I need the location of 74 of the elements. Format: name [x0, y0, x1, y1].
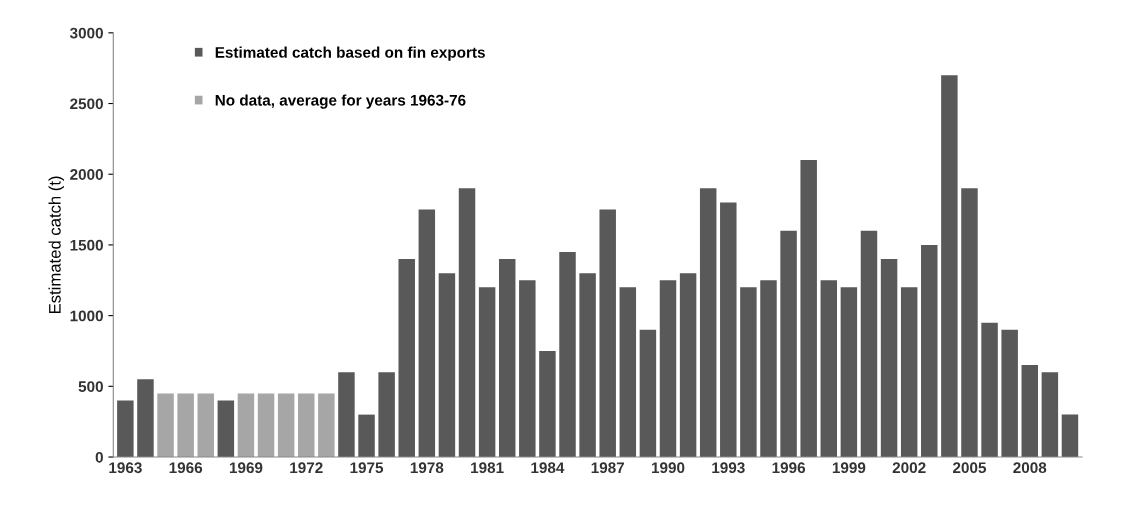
bar: [478, 287, 496, 458]
bar: [318, 393, 335, 458]
bar: [338, 372, 355, 458]
y-axis-title: Estimated catch (t): [48, 176, 65, 314]
x-tick-label: 1981: [471, 462, 504, 474]
bar: [137, 379, 154, 458]
x-tick-label: 1966: [169, 462, 203, 474]
bar: [217, 400, 235, 458]
bar: [941, 75, 958, 458]
x-tick-label: 1990: [651, 462, 685, 474]
x-tick-label: 1999: [832, 462, 866, 474]
bar: [237, 393, 255, 458]
bar: [900, 287, 918, 458]
bar: [921, 244, 938, 458]
x-tick-label: 1978: [410, 462, 444, 474]
x-tick-label: 2005: [953, 462, 987, 474]
x-tick-label: 1987: [591, 462, 625, 474]
legend-label: Estimated catch based on fin exports: [215, 46, 485, 61]
bar: [840, 287, 858, 458]
bar: [659, 280, 677, 458]
x-tick-label: 1993: [712, 462, 745, 474]
bar: [579, 273, 596, 458]
x-tick-label: 1972: [290, 462, 323, 474]
bar: [880, 259, 898, 458]
x-tick-label: 1963: [109, 462, 142, 474]
bar: [257, 393, 275, 458]
bar: [820, 280, 838, 458]
x-tick-label: 1975: [350, 462, 384, 474]
bar: [1021, 365, 1038, 458]
bar: [1061, 414, 1079, 458]
bar: [961, 188, 978, 458]
bar: [679, 273, 697, 458]
bar: [599, 209, 616, 458]
bar: [760, 280, 777, 458]
bar: [298, 393, 315, 458]
x-tick-label: 2002: [892, 462, 926, 474]
x-tick-label: 2008: [1013, 462, 1047, 474]
bar: [981, 322, 998, 458]
x-tick-label: 1996: [772, 462, 806, 474]
x-tick-label: 1984: [531, 462, 565, 474]
bar: [157, 393, 174, 458]
bar: [398, 259, 415, 458]
bar: [378, 372, 395, 458]
y-tick-label: 1000: [70, 310, 103, 322]
bar: [559, 251, 576, 458]
y-tick-label: 500: [78, 381, 103, 393]
bar: [358, 414, 375, 458]
bar: [418, 209, 436, 458]
bar: [438, 273, 456, 458]
bar: [860, 230, 878, 458]
bar: [720, 202, 737, 458]
bar: [639, 329, 657, 458]
y-tick-label: 3000: [69, 27, 103, 39]
bar: [177, 393, 194, 458]
legend-label: No data, average for years 1963-76: [215, 94, 466, 109]
bar: [539, 350, 556, 458]
bar: [740, 287, 757, 458]
bar: [117, 400, 134, 458]
bar: [619, 287, 637, 458]
bar: [1041, 372, 1059, 458]
x-tick-label: 1969: [229, 462, 263, 474]
bar: [498, 259, 516, 458]
bar: [1001, 329, 1018, 458]
y-tick-label: 2000: [70, 169, 103, 180]
y-tick-label: 1500: [70, 239, 103, 251]
bar: [780, 230, 797, 458]
bar: [458, 188, 476, 458]
bar: [800, 160, 817, 458]
y-tick-label: 0: [95, 451, 103, 463]
bar: [699, 188, 717, 458]
bar: [277, 393, 295, 458]
y-tick-label: 2500: [70, 98, 103, 110]
bar: [519, 280, 536, 458]
bar: [197, 393, 214, 458]
